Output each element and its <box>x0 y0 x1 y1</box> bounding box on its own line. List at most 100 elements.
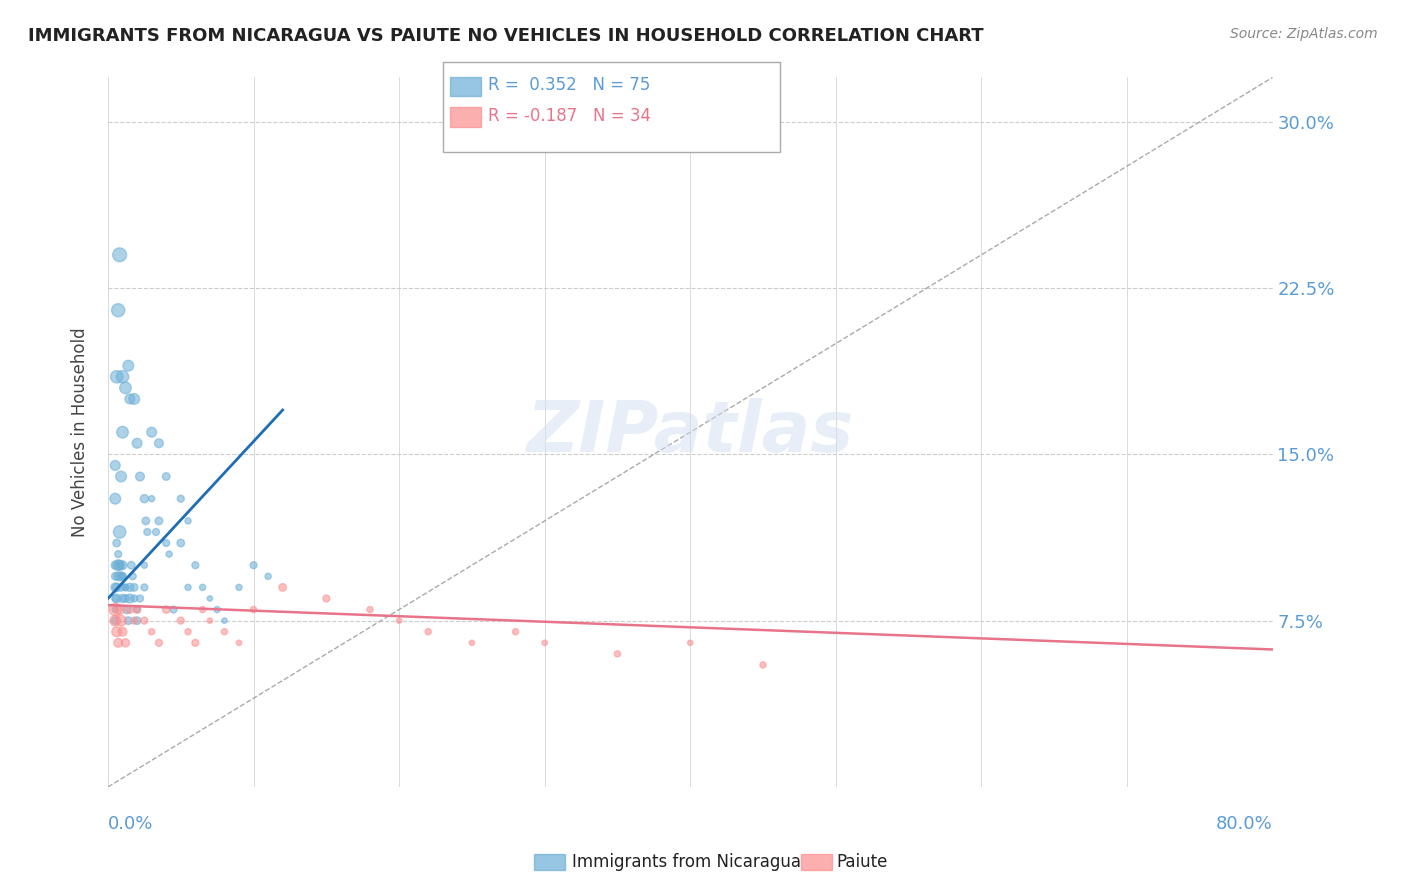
Text: IMMIGRANTS FROM NICARAGUA VS PAIUTE NO VEHICLES IN HOUSEHOLD CORRELATION CHART: IMMIGRANTS FROM NICARAGUA VS PAIUTE NO V… <box>28 27 984 45</box>
Point <box>136 524 159 539</box>
Point <box>315 591 337 606</box>
Point <box>122 392 145 406</box>
Point <box>170 491 193 506</box>
Point <box>134 491 156 506</box>
Point <box>135 514 157 528</box>
Point <box>177 624 200 639</box>
Y-axis label: No Vehicles in Household: No Vehicles in Household <box>72 327 89 537</box>
Point <box>752 657 775 672</box>
Point <box>104 491 127 506</box>
Point <box>104 614 127 628</box>
Point <box>170 614 193 628</box>
Point <box>114 381 136 395</box>
Point <box>122 581 145 595</box>
Point <box>111 569 134 583</box>
Point <box>118 591 141 606</box>
Point <box>108 558 131 573</box>
Point <box>505 624 527 639</box>
Point <box>191 581 214 595</box>
Point <box>129 591 152 606</box>
Point <box>155 469 177 483</box>
Point <box>122 614 145 628</box>
Point <box>228 636 250 650</box>
Point <box>155 536 177 550</box>
Point <box>111 369 134 384</box>
Point <box>107 558 129 573</box>
Point <box>105 369 128 384</box>
Point <box>134 581 156 595</box>
Point <box>105 581 128 595</box>
Point <box>104 569 127 583</box>
Point <box>108 602 131 616</box>
Point <box>606 647 628 661</box>
Text: Immigrants from Nicaragua: Immigrants from Nicaragua <box>572 853 801 871</box>
Point <box>110 569 132 583</box>
Point <box>214 614 236 628</box>
Point <box>359 602 381 616</box>
Point <box>111 425 134 440</box>
Point <box>242 602 264 616</box>
Point <box>107 303 129 318</box>
Point <box>104 458 127 473</box>
Point <box>114 591 136 606</box>
Point <box>121 569 143 583</box>
Point <box>191 602 214 616</box>
Point <box>114 636 136 650</box>
Point <box>157 547 180 561</box>
Point <box>108 558 131 573</box>
Point <box>242 558 264 573</box>
Point <box>145 524 167 539</box>
Text: 80.0%: 80.0% <box>1216 815 1272 833</box>
Point <box>118 392 141 406</box>
Point <box>107 547 129 561</box>
Point <box>127 602 149 616</box>
Point <box>461 636 484 650</box>
Point <box>107 569 129 583</box>
Point <box>105 591 128 606</box>
Point <box>104 591 127 606</box>
Point <box>104 614 127 628</box>
Point <box>114 581 136 595</box>
Point <box>198 591 221 606</box>
Point <box>141 624 163 639</box>
Text: Source: ZipAtlas.com: Source: ZipAtlas.com <box>1230 27 1378 41</box>
Point <box>129 469 152 483</box>
Point <box>107 636 129 650</box>
Point <box>148 514 170 528</box>
Point <box>108 248 131 262</box>
Point <box>162 602 184 616</box>
Point <box>117 614 139 628</box>
Point <box>141 425 163 440</box>
Point <box>114 581 136 595</box>
Point <box>177 581 200 595</box>
Text: 0.0%: 0.0% <box>108 815 153 833</box>
Point <box>120 558 142 573</box>
Point <box>118 581 141 595</box>
Text: R =  0.352   N = 75: R = 0.352 N = 75 <box>488 76 650 94</box>
Point <box>127 602 149 616</box>
Point <box>533 636 555 650</box>
Point <box>122 591 145 606</box>
Point <box>104 602 127 616</box>
Point <box>127 436 149 450</box>
Point <box>257 569 280 583</box>
Point <box>184 636 207 650</box>
Point <box>155 602 177 616</box>
Point <box>108 524 131 539</box>
Point <box>141 491 163 506</box>
Point <box>214 624 236 639</box>
Point <box>170 536 193 550</box>
Point <box>111 591 134 606</box>
Point <box>679 636 702 650</box>
Text: ZIPatlas: ZIPatlas <box>527 398 853 467</box>
Point <box>111 624 134 639</box>
Point <box>104 581 127 595</box>
Text: R = -0.187   N = 34: R = -0.187 N = 34 <box>488 107 651 125</box>
Point <box>110 614 132 628</box>
Text: Paiute: Paiute <box>837 853 889 871</box>
Point <box>418 624 440 639</box>
Point <box>271 581 294 595</box>
Point <box>205 602 228 616</box>
Point <box>111 558 134 573</box>
Point <box>148 436 170 450</box>
